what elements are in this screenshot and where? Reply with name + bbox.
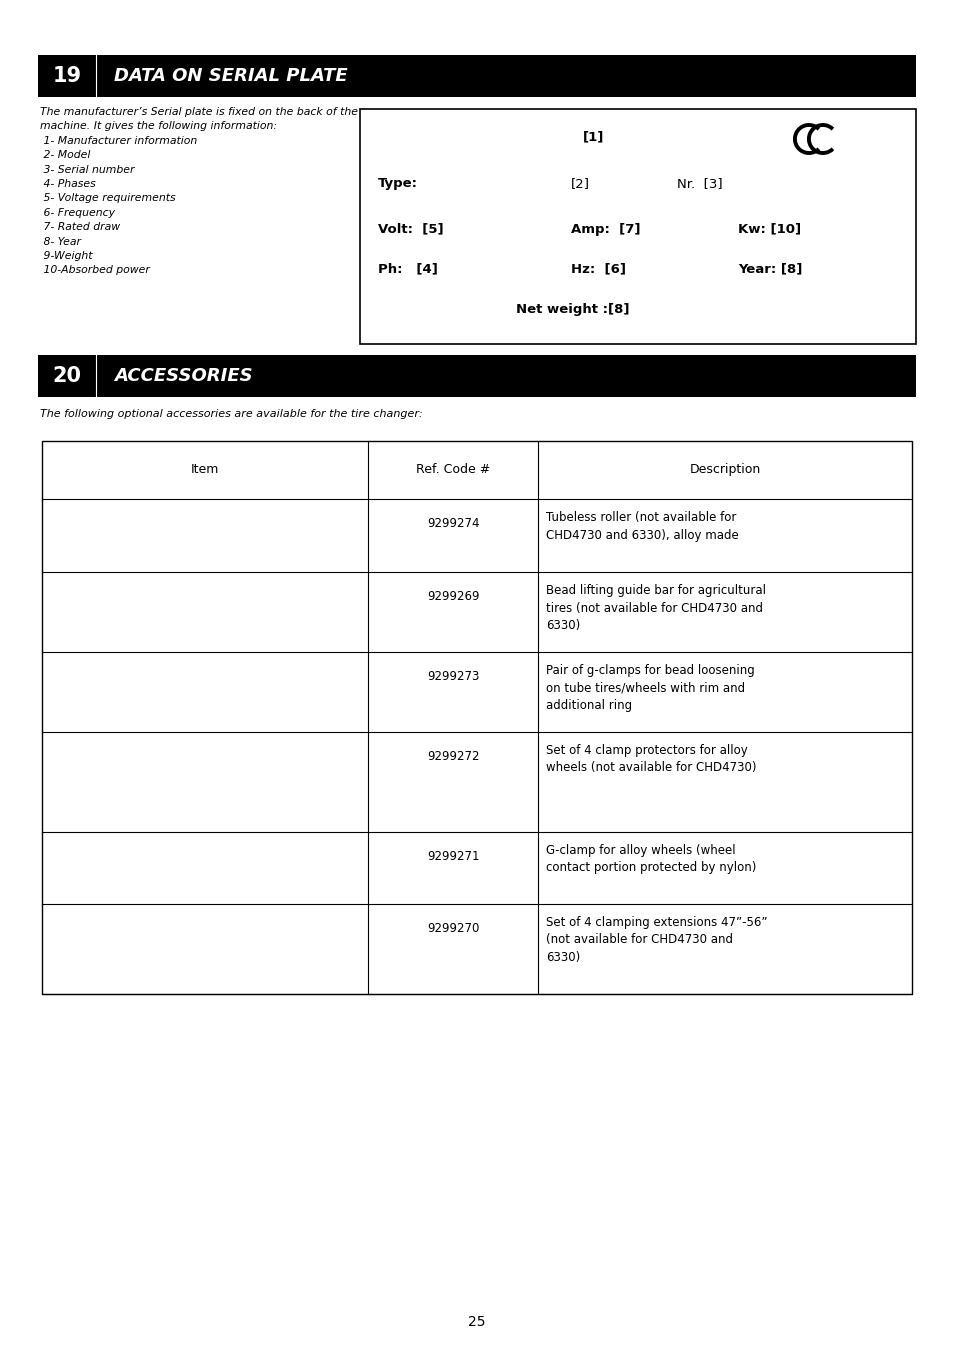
Text: 9299272: 9299272 [426,751,478,763]
Text: Hz:  [6]: Hz: [6] [571,262,625,275]
Text: G-clamp for alloy wheels (wheel
contact portion protected by nylon): G-clamp for alloy wheels (wheel contact … [545,844,756,875]
Bar [38,355,915,397]
Text: ACCESSORIES: ACCESSORIES [113,367,253,385]
Text: Volt:  [5]: Volt: [5] [377,223,443,235]
Text: Nr.  [3]: Nr. [3] [677,177,721,190]
Text: Pair of g-clamps for bead loosening
on tube tires/wheels with rim and
additional: Pair of g-clamps for bead loosening on t… [545,664,754,711]
Text: The manufacturer’s Serial plate is fixed on the back of the
machine. It gives th: The manufacturer’s Serial plate is fixed… [40,107,357,275]
Text: The following optional accessories are available for the tire changer:: The following optional accessories are a… [40,409,422,418]
Text: Set of 4 clamping extensions 47”-56”
(not available for CHD4730 and
6330): Set of 4 clamping extensions 47”-56” (no… [545,917,766,964]
Text: Type:: Type: [377,177,417,190]
Text: 9299270: 9299270 [426,922,478,936]
Text: Set of 4 clamp protectors for alloy
wheels (not available for CHD4730): Set of 4 clamp protectors for alloy whee… [545,744,756,775]
Text: Ph:   [4]: Ph: [4] [377,262,437,275]
Bar [359,109,915,344]
Text: [2]: [2] [571,177,590,190]
Text: Bead lifting guide bar for agricultural
tires (not available for CHD4730 and
633: Bead lifting guide bar for agricultural … [545,585,765,632]
Text: Net weight :[8]: Net weight :[8] [516,302,629,316]
Text: 19: 19 [52,66,81,86]
Text: Kw: [10]: Kw: [10] [738,223,801,235]
Text: 9299273: 9299273 [426,670,478,683]
Text: DATA ON SERIAL PLATE: DATA ON SERIAL PLATE [113,68,347,85]
Text: Amp:  [7]: Amp: [7] [571,223,640,235]
Text: Tubeless roller (not available for
CHD4730 and 6330), alloy made: Tubeless roller (not available for CHD47… [545,512,738,541]
Text: Year: [8]: Year: [8] [738,262,801,275]
Text: 9299274: 9299274 [426,517,478,531]
Text: 9299271: 9299271 [426,850,478,863]
Text: Item: Item [191,463,219,477]
Text: [1]: [1] [582,131,603,143]
Bar [38,55,915,97]
Text: Ref. Code #: Ref. Code # [416,463,490,477]
Text: 9299269: 9299269 [426,590,478,603]
Text: 20: 20 [52,366,81,386]
Text: Description: Description [689,463,760,477]
Text: 25: 25 [468,1315,485,1328]
Bar [42,441,911,994]
